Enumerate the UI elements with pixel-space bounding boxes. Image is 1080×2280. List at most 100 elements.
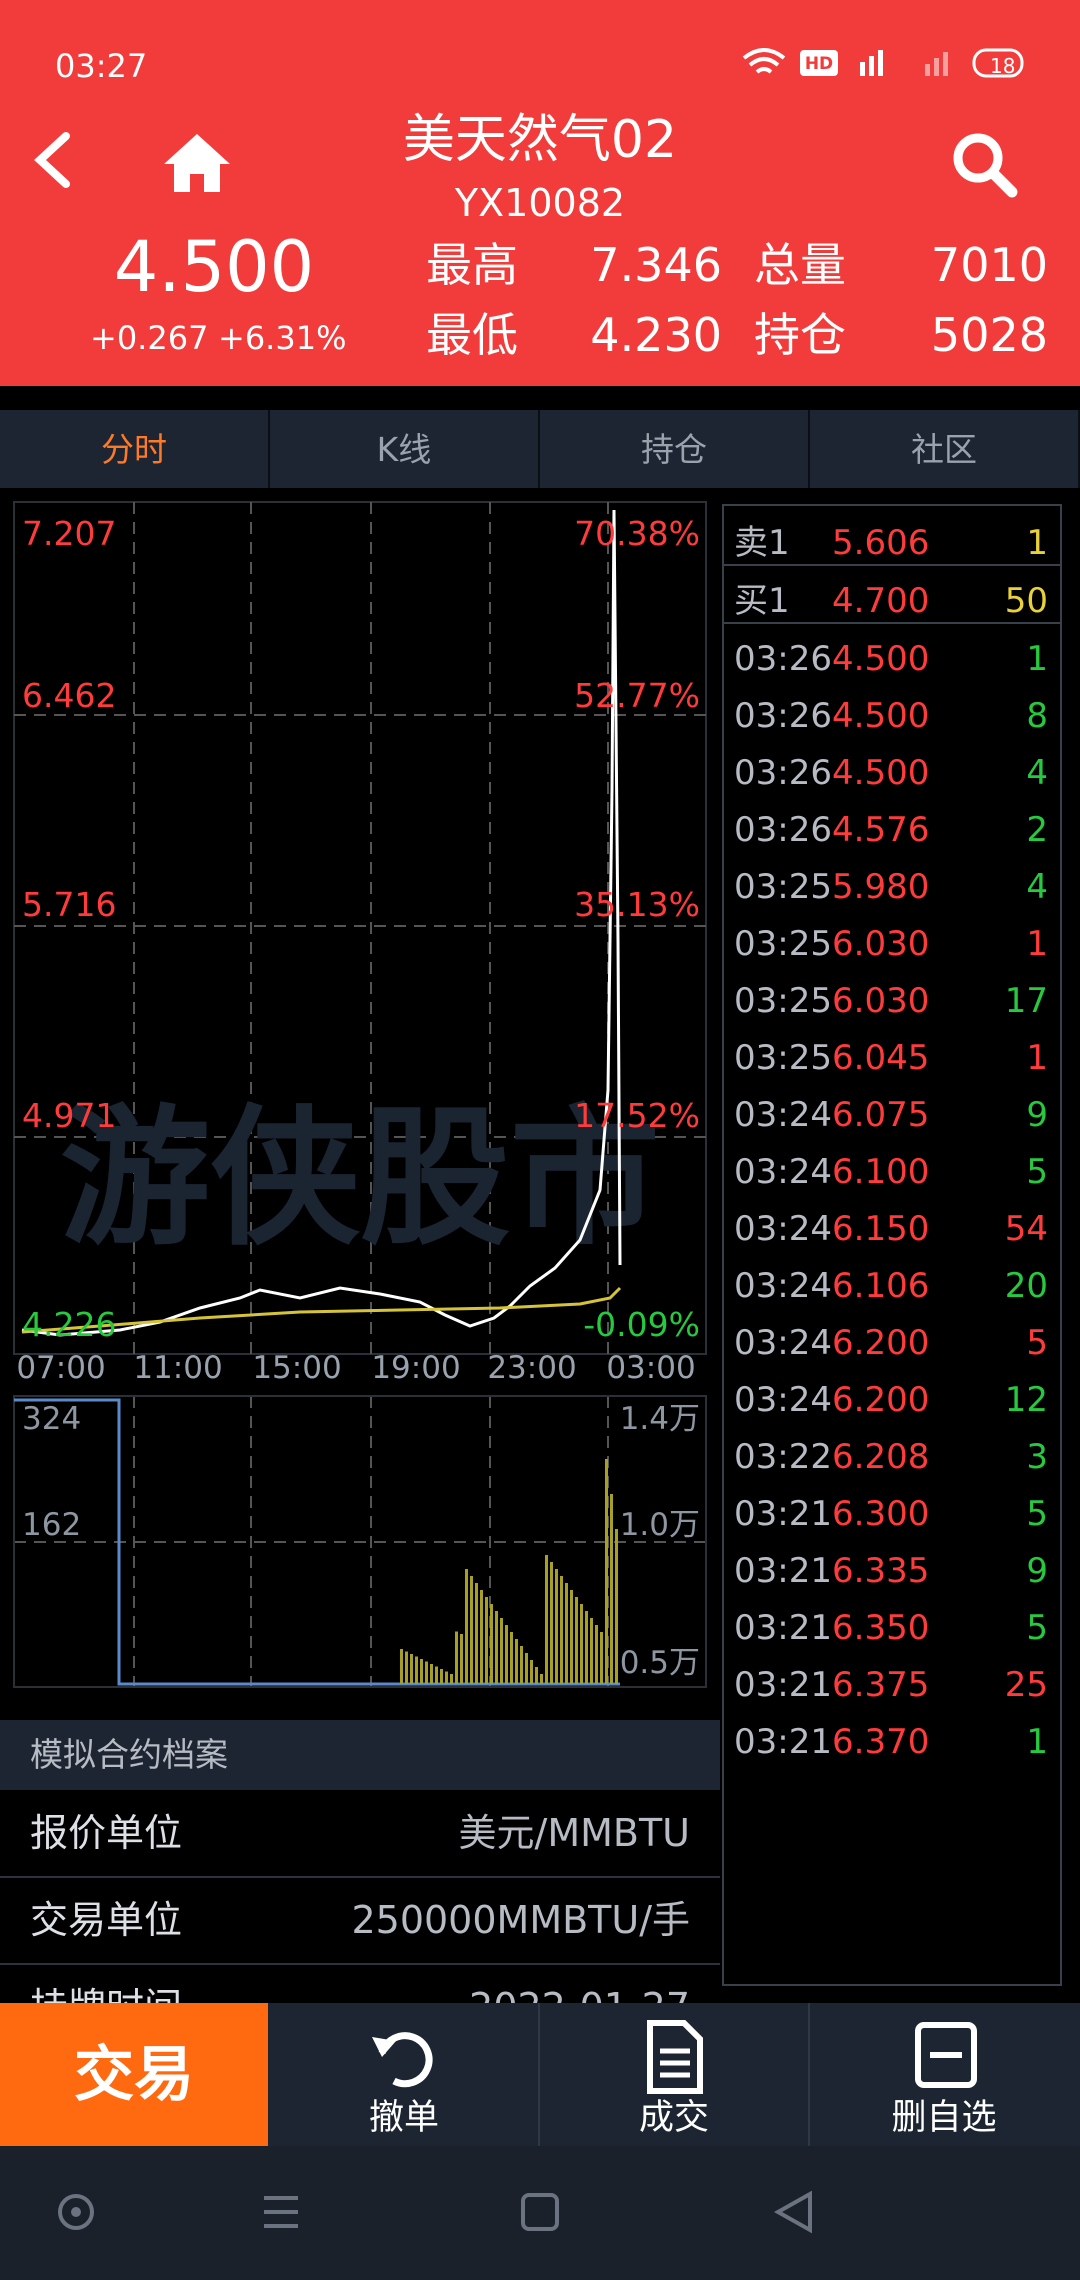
trade-volume: 5 (1026, 1494, 1048, 1534)
trade-button[interactable]: 交易 (0, 2003, 268, 2146)
volume-bar-decor (515, 1639, 518, 1684)
info-value: 250000MMBTU/手 (351, 1898, 690, 1942)
time-label: 15:00 (252, 1350, 341, 1386)
volume-bar-decor (525, 1653, 528, 1684)
trade-price: 4.576 (832, 810, 930, 850)
volume-bar-decor (615, 1529, 618, 1684)
time-label: 11:00 (133, 1350, 222, 1386)
trade-price: 6.300 (832, 1494, 930, 1534)
trade-price: 6.350 (832, 1608, 930, 1648)
percent-label: 70.38% (574, 514, 700, 553)
volume-bar-decor (610, 1494, 613, 1684)
volume-label: 1.4万 (620, 1401, 700, 1437)
trade-price: 6.030 (832, 981, 930, 1021)
tab[interactable]: K线 (270, 410, 540, 488)
action-label: 删自选 (891, 2098, 997, 2138)
trade-price: 4.500 (832, 696, 930, 736)
price-line (21, 509, 622, 1337)
trade-time: 03:26 (734, 810, 832, 850)
volume-bar-decor (535, 1667, 538, 1684)
trade-volume: 8 (1026, 696, 1048, 736)
trade-volume: 4 (1026, 753, 1048, 793)
time-label: 23:00 (487, 1350, 576, 1386)
home-button[interactable] (160, 130, 234, 194)
percent-label: 17.52% (574, 1096, 700, 1135)
volume-bar-decor (425, 1661, 428, 1684)
volume-bar-decor (520, 1646, 523, 1684)
stat-value: 4.230 (590, 308, 722, 362)
trade-time: 03:24 (734, 1152, 832, 1192)
trade-volume: 1 (1026, 1722, 1048, 1762)
volume-bar-decor (410, 1654, 413, 1684)
volume-bar-decor (505, 1625, 508, 1684)
volume-bar-decor (600, 1632, 603, 1684)
tab[interactable]: 社区 (810, 410, 1080, 488)
trade-price: 6.370 (832, 1722, 930, 1762)
time-label: 03:00 (606, 1350, 695, 1386)
tab-bar: 分时 K线 持仓 社区 (0, 410, 1080, 488)
volume-label: 324 (22, 1401, 81, 1437)
volume-bar-decor (450, 1674, 453, 1684)
trade-time: 03:22 (734, 1437, 832, 1477)
clock: 03:27 (55, 47, 148, 85)
back-button[interactable] (28, 130, 78, 190)
volume-bar-decor (565, 1583, 568, 1684)
trade-volume: 25 (1004, 1665, 1048, 1705)
battery-level: 18 (990, 54, 1016, 78)
volume-bar-decor (490, 1604, 493, 1684)
trade-price: 6.030 (832, 924, 930, 964)
volume-bar-decor (595, 1625, 598, 1684)
change-percent: +6.31% (218, 319, 347, 357)
volume-bar-decor (420, 1659, 423, 1684)
trade-price: 6.200 (832, 1380, 930, 1420)
volume-bar-decor (495, 1611, 498, 1684)
trade-price: 6.100 (832, 1152, 930, 1192)
contract-info: 模拟合约档案 报价单位 美元/MMBTU 交易单位 250000MMBTU/手挂牌时间… (0, 1720, 720, 2003)
action-button[interactable] (540, 2003, 810, 2146)
stat-label: 总量 (754, 238, 846, 292)
price-label: 4.226 (22, 1305, 116, 1344)
volume-bar-decor (455, 1631, 458, 1684)
tab[interactable]: 持仓 (540, 410, 810, 488)
trade-volume: 1 (1026, 639, 1048, 679)
nav-icons (58, 2190, 812, 2234)
trade-time: 03:25 (734, 867, 832, 907)
action-button[interactable] (270, 2003, 540, 2146)
trade-time: 03:21 (734, 1494, 832, 1534)
trade-time: 03:26 (734, 753, 832, 793)
trade-volume: 9 (1026, 1551, 1048, 1591)
volume-bar-decor (470, 1576, 473, 1684)
trade-volume: 5 (1026, 1152, 1048, 1192)
percent-label: 52.77% (574, 676, 700, 715)
trade-volume: 20 (1004, 1266, 1048, 1306)
trade-price: 4.500 (832, 639, 930, 679)
remove-icon (915, 2022, 977, 2088)
svg-text:HD: HD (805, 54, 833, 74)
trade-time: 03:21 (734, 1665, 832, 1705)
change: +0.267 (90, 319, 209, 357)
volume-bar-decor (585, 1611, 588, 1684)
volume-bar-decor (405, 1651, 408, 1684)
trade-volume: 9 (1026, 1095, 1048, 1135)
trade-time: 03:21 (734, 1551, 832, 1591)
stat-value: 7.346 (590, 238, 722, 292)
code: YX10082 (454, 181, 626, 225)
book-volume: 50 (1004, 581, 1048, 621)
trade-time: 03:26 (734, 696, 832, 736)
volume-bar-decor (435, 1666, 438, 1684)
trade-time: 03:21 (734, 1722, 832, 1762)
action-label: 撤单 (368, 2098, 439, 2138)
price-label: 4.971 (22, 1096, 116, 1135)
stat-value: 7010 (930, 238, 1048, 292)
book-price: 4.700 (832, 581, 930, 621)
volume-bar-decor (560, 1576, 563, 1684)
trade-time: 03:26 (734, 639, 832, 679)
trade-price: 6.335 (832, 1551, 930, 1591)
time-label: 07:00 (16, 1350, 105, 1386)
volume-bar-decor (530, 1660, 533, 1684)
volume-bar-decor (510, 1632, 513, 1684)
book-price: 5.606 (832, 523, 930, 563)
tab[interactable]: 分时 (0, 410, 270, 488)
search-button[interactable] (950, 130, 1020, 200)
trade-price: 6.075 (832, 1095, 930, 1135)
